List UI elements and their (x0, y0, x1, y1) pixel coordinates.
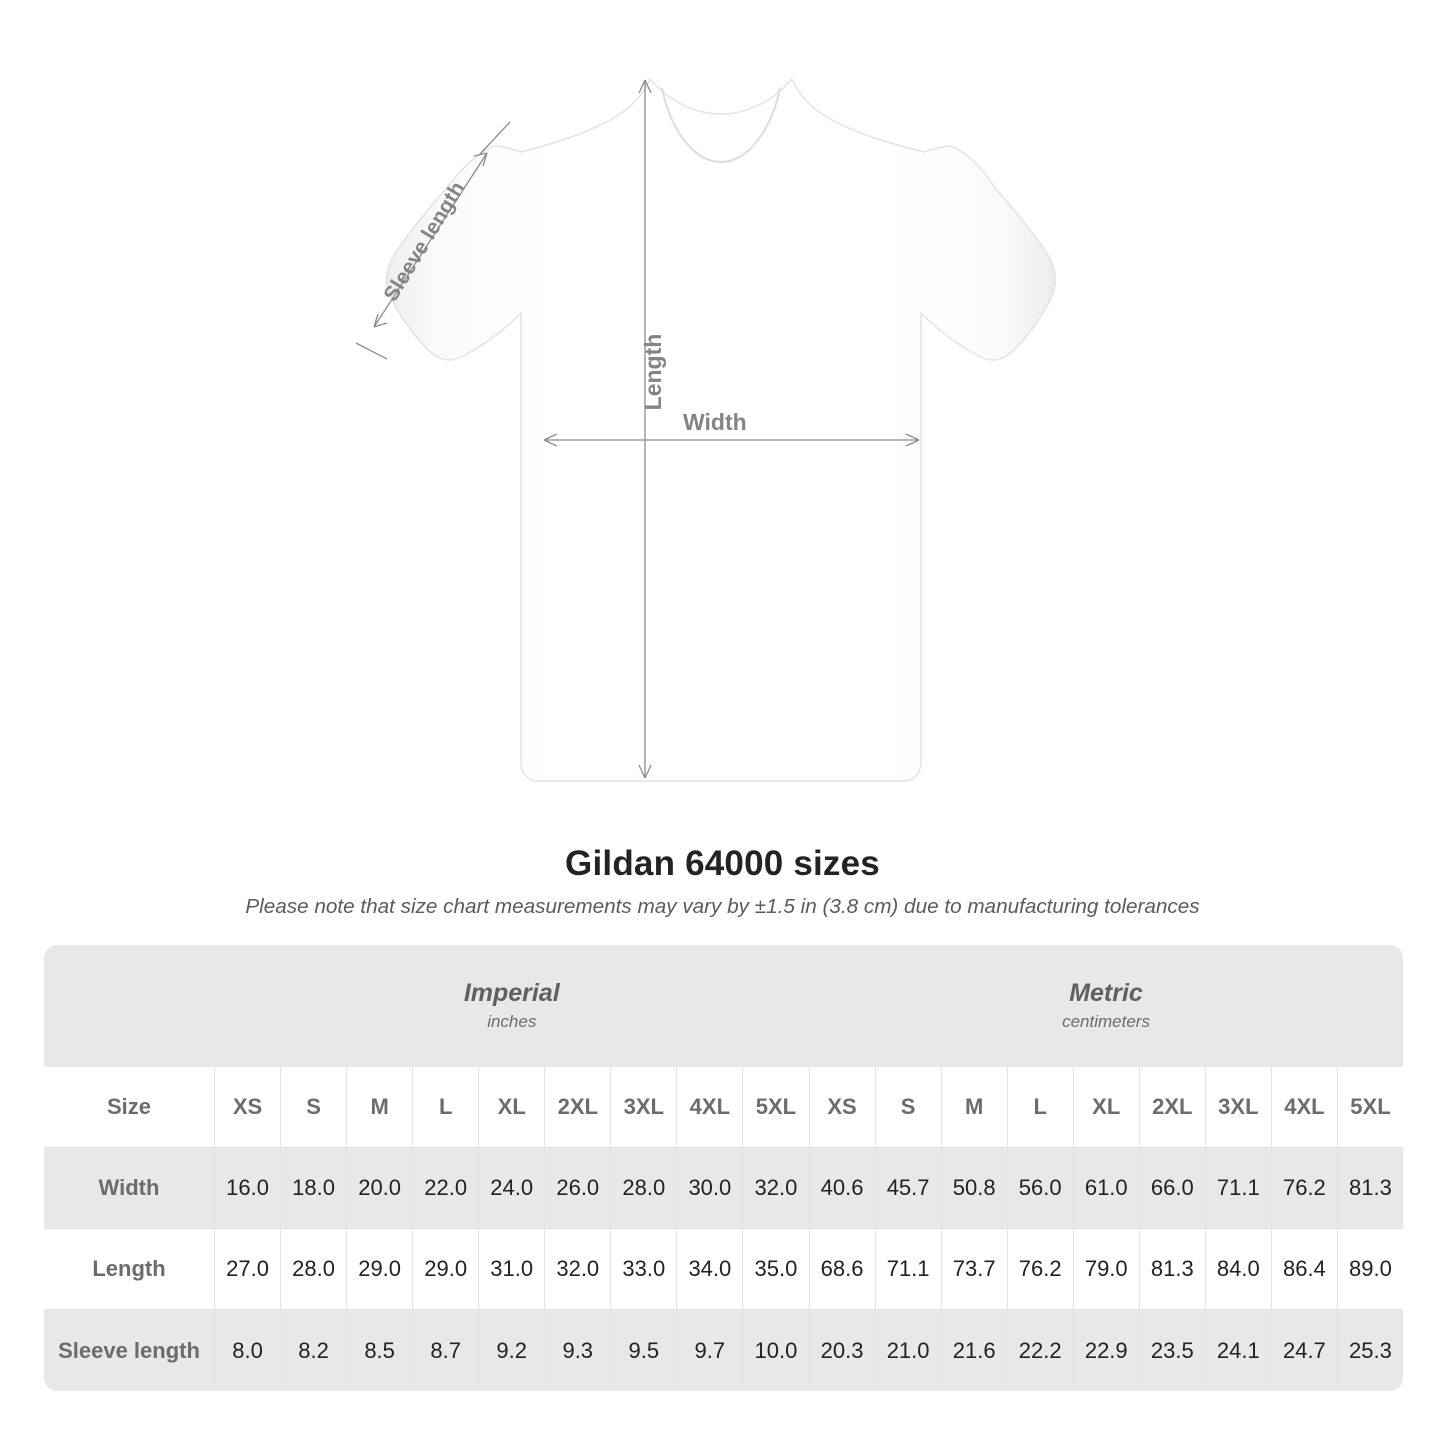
svg-text:Length: Length (640, 334, 666, 411)
svg-text:Width: Width (683, 409, 747, 435)
